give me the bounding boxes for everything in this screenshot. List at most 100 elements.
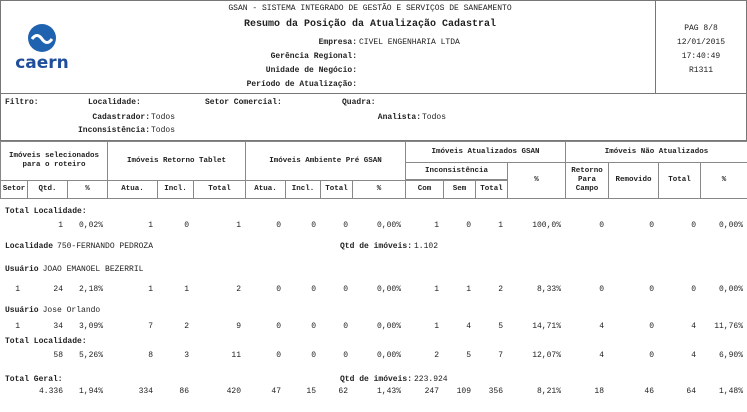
table-cell: 0 (343, 351, 348, 360)
table-cell: 11 (231, 351, 241, 360)
table-cell: 7 (498, 351, 503, 360)
column-header: Incl. (285, 180, 321, 199)
table-cell: 100,0% (532, 221, 561, 230)
table-cell: 0 (343, 221, 348, 230)
table-cell: 0 (649, 285, 654, 294)
table-cell: 0 (311, 285, 316, 294)
section-label: Localidade (5, 242, 54, 251)
column-header: % (507, 162, 566, 199)
table-cell: 18 (594, 387, 604, 396)
group-header: Imóveis selecionados para o roteiro (0, 141, 108, 181)
table-cell: 6,90% (718, 351, 743, 360)
section-label: Total Localidade: (5, 337, 87, 346)
field-label: Período de Atualização: (246, 80, 357, 89)
filter-label: Inconsistência: (77, 126, 150, 135)
column-header: Atua. (245, 180, 286, 199)
field-label: Empresa: (318, 38, 357, 47)
table-cell: 0 (276, 351, 281, 360)
column-header: Total (475, 180, 508, 199)
group-header: Imóveis Ambiente Pré GSAN (245, 141, 406, 181)
column-header: Total (193, 180, 246, 199)
page-info-line: 12/01/2015 (676, 38, 725, 47)
table-cell: 8 (148, 351, 153, 360)
table-cell: 2 (498, 285, 503, 294)
table-cell: 0 (276, 221, 281, 230)
table-cell: 1 (15, 322, 20, 331)
table-cell: 34 (53, 322, 63, 331)
column-header: Setor (0, 180, 28, 199)
table-cell: 4 (466, 322, 471, 331)
column-header: % (352, 180, 406, 199)
section-line: Total Localidade: (5, 207, 87, 217)
table-cell: 3 (184, 351, 189, 360)
table-cell: 109 (456, 387, 471, 396)
column-header: Qtd. (27, 180, 68, 199)
filter-value: Todos (422, 113, 447, 122)
group-header: Imóveis Retorno Tablet (107, 141, 246, 181)
section-label: Total Geral: (5, 375, 63, 384)
table-cell: 1 (434, 221, 439, 230)
table-cell: 1 (498, 221, 503, 230)
table-cell: 247 (424, 387, 439, 396)
table-cell: 5,26% (78, 351, 103, 360)
filter-label: Localidade: (88, 98, 141, 107)
column-header: Atua. (107, 180, 158, 199)
table-cell: 1,43% (376, 387, 401, 396)
table-cell: 4 (599, 322, 604, 331)
table-cell: 420 (226, 387, 241, 396)
table-cell: 0 (311, 322, 316, 331)
filter-label: Cadastrador: (92, 113, 150, 122)
table-cell: 0 (649, 221, 654, 230)
table-cell: 334 (138, 387, 153, 396)
column-header: % (67, 180, 108, 199)
table-cell: 0 (276, 285, 281, 294)
table-cell: 1,94% (78, 387, 103, 396)
table-cell: 5 (498, 322, 503, 331)
table-cell: 4 (691, 322, 696, 331)
column-header: Total (320, 180, 353, 199)
table-cell: 0 (649, 322, 654, 331)
column-header: % (700, 162, 747, 199)
note-label: Qtd de imóveis: (340, 375, 413, 384)
note-label: Qtd de imóveis: (340, 242, 413, 251)
table-cell: 1 (148, 221, 153, 230)
table-cell: 5 (466, 351, 471, 360)
table-cell: 14,71% (532, 322, 561, 331)
table-cell: 4.336 (38, 387, 63, 396)
table-cell: 9 (236, 322, 241, 331)
table-cell: 12,07% (532, 351, 561, 360)
report-title: Resumo da Posição da Atualização Cadastr… (243, 19, 497, 30)
group-header: Imóveis Atualizados GSAN (405, 141, 566, 163)
filter-label: Analista: (377, 113, 421, 122)
table-cell: 1,48% (718, 387, 743, 396)
table-cell: 8,21% (536, 387, 561, 396)
system-name: GSAN - SISTEMA INTEGRADO DE GESTÃO E SER… (228, 4, 512, 13)
page-info-line: 17:40:49 (681, 52, 721, 61)
section-line: Usuário JOAO EMANOEL BEZERRIL (5, 265, 143, 275)
filter-value: Todos (151, 126, 176, 135)
table-cell: 0 (311, 221, 316, 230)
note-value: 1.102 (414, 242, 439, 251)
page-info-line: PAG 8/8 (684, 24, 718, 33)
table-cell: 0,00% (376, 221, 401, 230)
filter-title: Filtro: (5, 98, 39, 107)
table-cell: 0,00% (376, 285, 401, 294)
column-header: Sem (443, 180, 476, 199)
table-cell: 2 (236, 285, 241, 294)
table-cell: 1 (148, 285, 153, 294)
table-cell: 47 (271, 387, 281, 396)
table-cell: 7 (148, 322, 153, 331)
section-line: Total Geral: (5, 375, 63, 385)
table-cell: 0 (343, 285, 348, 294)
table-cell: 0 (311, 351, 316, 360)
table-cell: 1 (184, 285, 189, 294)
section-label: Total Localidade: (5, 207, 87, 216)
logo-text: caern (15, 53, 69, 73)
table-cell: 86 (179, 387, 189, 396)
table-cell: 2 (184, 322, 189, 331)
table-cell: 2,18% (78, 285, 103, 294)
column-header: Com (405, 180, 444, 199)
table-cell: 0 (649, 351, 654, 360)
section-value: 750-FERNANDO PEDROZA (57, 242, 154, 251)
